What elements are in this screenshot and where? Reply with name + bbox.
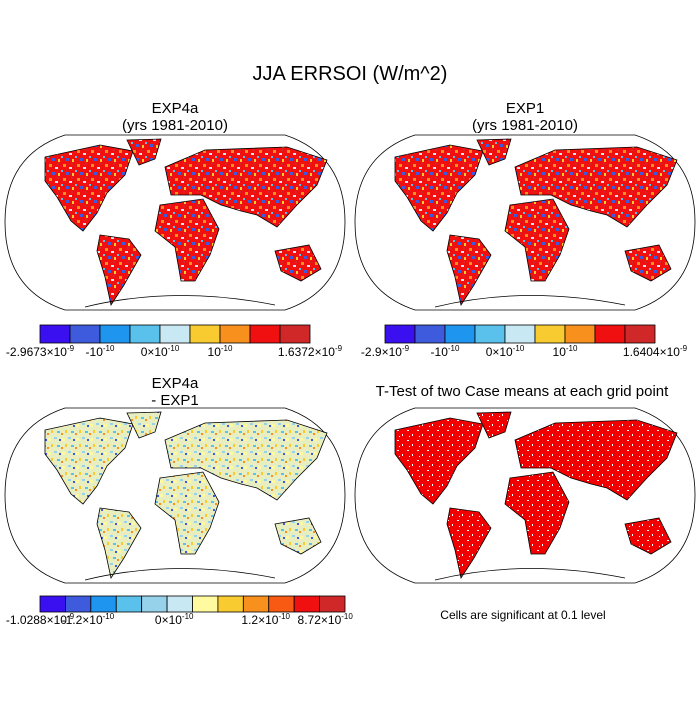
- colorbar-box: [39, 324, 71, 344]
- map: [4, 134, 346, 311]
- colorbar-label: -1.2×10-10: [62, 612, 115, 627]
- label-base: 1.6372×10: [278, 345, 335, 359]
- label-exponent: -9: [402, 344, 410, 353]
- panel-title: EXP4a: [152, 100, 199, 117]
- panel-title: T-Test of two Case means at each grid po…: [376, 383, 669, 400]
- label-exponent: -10: [566, 344, 578, 353]
- label-exponent: -10: [341, 612, 353, 621]
- colorbar-label: 1.6404×10-9: [623, 344, 688, 359]
- label-base: -1.2×10: [62, 613, 103, 627]
- label-base: -2.9673×10: [6, 345, 67, 359]
- colorbar-box: [69, 324, 101, 344]
- map: [354, 134, 696, 311]
- colorbar-box: [219, 324, 251, 344]
- colorbar-label: 10-10: [208, 344, 233, 359]
- colorbar-box: [293, 595, 320, 613]
- colorbar-box: [65, 595, 92, 613]
- colorbar-box: [319, 595, 346, 613]
- label-exponent: -9: [680, 344, 688, 353]
- colorbar-box: [189, 324, 221, 344]
- colorbar-box: [414, 324, 446, 344]
- colorbar-label: 1.6372×10-9: [278, 344, 343, 359]
- colorbar-label: 0×10-10: [155, 612, 194, 627]
- label-exponent: -10: [103, 612, 115, 621]
- label-base: 8.72×10: [298, 613, 342, 627]
- label-exponent: -9: [67, 344, 75, 353]
- label-exponent: -10: [278, 612, 290, 621]
- label-base: 0×10: [141, 345, 168, 359]
- colorbar-box: [115, 595, 143, 613]
- label-exponent: -10: [182, 612, 194, 621]
- panel-title: EXP1: [506, 100, 544, 117]
- colorbar-box: [217, 595, 244, 613]
- label-exponent: -10: [221, 344, 233, 353]
- label-base: -10: [86, 345, 104, 359]
- colorbar-label: 0×10-10: [141, 344, 180, 359]
- colorbar-box: [564, 324, 596, 344]
- figure-title: JJA ERRSOI (W/m^2): [253, 63, 448, 85]
- label-base: 1.6404×10: [623, 345, 680, 359]
- panel-title: (yrs 1981-2010): [122, 117, 228, 134]
- label-base: 10: [553, 345, 567, 359]
- colorbar-box: [279, 324, 311, 344]
- colorbar-label: 10-10: [553, 344, 578, 359]
- colorbar-label: 0×10-10: [486, 344, 525, 359]
- colorbar-box: [504, 324, 536, 344]
- colorbar-box: [534, 324, 566, 344]
- colorbar-label: -10-10: [86, 344, 115, 359]
- colorbar-box: [166, 595, 193, 613]
- label-exponent: -10: [168, 344, 180, 353]
- map: [354, 407, 696, 584]
- label-exponent: -10: [513, 344, 525, 353]
- colorbar-box: [249, 324, 281, 344]
- colorbar-box: [444, 324, 476, 344]
- colorbar-box: [39, 595, 66, 613]
- colorbar-label: -2.9×10-9: [361, 344, 410, 359]
- label-base: 10: [208, 345, 222, 359]
- colorbar-label: -1.0288×10-9: [6, 612, 75, 627]
- label-base: 1.2×10: [241, 613, 278, 627]
- label-exponent: -10: [103, 344, 115, 353]
- colorbar-box: [624, 324, 656, 344]
- colorbar-box: [474, 324, 506, 344]
- map: [4, 407, 346, 584]
- colorbar-box: [99, 324, 131, 344]
- colorbar-label: 8.72×10-10: [298, 612, 354, 627]
- panel-note: Cells are significant at 0.1 level: [440, 608, 605, 622]
- colorbar-label: 1.2×10-10: [241, 612, 290, 627]
- colorbar-label: -2.9673×10-9: [6, 344, 75, 359]
- label-exponent: -9: [67, 612, 75, 621]
- label-exponent: -9: [335, 344, 343, 353]
- panel-title: EXP4a: [152, 375, 199, 392]
- colorbar-box: [594, 324, 626, 344]
- label-exponent: -10: [448, 344, 460, 353]
- colorbar-box: [90, 595, 117, 613]
- colorbar-box: [268, 595, 295, 613]
- colorbar-box: [129, 324, 161, 344]
- colorbar-box: [242, 595, 270, 613]
- label-base: -10: [431, 345, 449, 359]
- label-base: -2.9×10: [361, 345, 402, 359]
- colorbar-box: [141, 595, 168, 613]
- panel-title: (yrs 1981-2010): [472, 117, 578, 134]
- label-base: 0×10: [155, 613, 182, 627]
- colorbar-label: -10-10: [431, 344, 460, 359]
- colorbar-box: [384, 324, 416, 344]
- colorbar-box: [192, 595, 219, 613]
- panel-title: - EXP1: [151, 392, 199, 409]
- colorbar-box: [159, 324, 191, 344]
- label-base: -1.0288×10: [6, 613, 67, 627]
- label-base: 0×10: [486, 345, 513, 359]
